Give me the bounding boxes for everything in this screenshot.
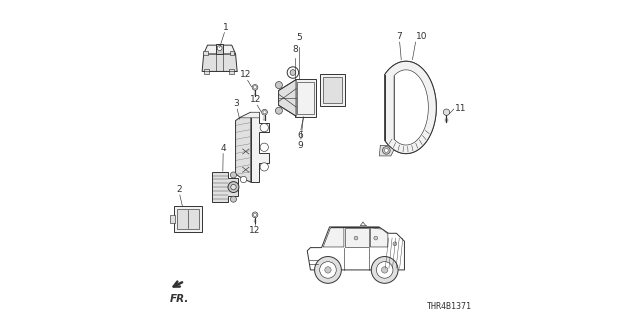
Text: 2: 2 <box>177 185 182 194</box>
FancyBboxPatch shape <box>216 44 223 54</box>
Circle shape <box>252 212 258 218</box>
Circle shape <box>230 196 237 202</box>
Text: THR4B1371: THR4B1371 <box>426 302 471 311</box>
Polygon shape <box>323 228 344 247</box>
Text: 8: 8 <box>292 44 298 53</box>
Polygon shape <box>236 112 251 182</box>
Circle shape <box>320 262 336 278</box>
Circle shape <box>262 109 268 115</box>
Text: 6: 6 <box>297 131 303 140</box>
Circle shape <box>383 147 390 154</box>
Text: 7: 7 <box>396 32 402 41</box>
Circle shape <box>385 148 388 152</box>
Text: 5: 5 <box>296 33 302 43</box>
Text: 10: 10 <box>416 32 428 41</box>
Circle shape <box>260 163 268 171</box>
Circle shape <box>381 267 388 273</box>
Circle shape <box>275 107 282 114</box>
Polygon shape <box>202 54 237 71</box>
Circle shape <box>217 46 222 51</box>
Text: 4: 4 <box>220 144 226 153</box>
FancyBboxPatch shape <box>170 215 175 223</box>
Polygon shape <box>380 145 394 156</box>
FancyBboxPatch shape <box>323 77 342 103</box>
FancyBboxPatch shape <box>298 82 314 114</box>
Polygon shape <box>212 172 239 202</box>
FancyBboxPatch shape <box>296 79 316 117</box>
Circle shape <box>253 86 257 89</box>
Circle shape <box>376 262 393 278</box>
Polygon shape <box>278 80 296 116</box>
Text: 12: 12 <box>250 95 261 104</box>
Circle shape <box>252 84 258 90</box>
Circle shape <box>374 236 378 240</box>
Text: FR.: FR. <box>170 294 189 304</box>
Polygon shape <box>239 112 259 118</box>
Text: 9: 9 <box>297 141 303 150</box>
Circle shape <box>231 184 236 190</box>
Circle shape <box>260 143 268 151</box>
Polygon shape <box>385 61 436 154</box>
Circle shape <box>354 236 358 240</box>
Circle shape <box>228 182 239 193</box>
Text: 12: 12 <box>241 70 252 79</box>
Polygon shape <box>251 112 269 182</box>
Circle shape <box>230 172 237 178</box>
Polygon shape <box>204 45 236 54</box>
Polygon shape <box>307 227 404 270</box>
Circle shape <box>287 67 299 78</box>
FancyBboxPatch shape <box>204 69 209 74</box>
Circle shape <box>275 82 282 89</box>
FancyBboxPatch shape <box>177 209 198 229</box>
FancyBboxPatch shape <box>320 74 344 106</box>
Text: 12: 12 <box>250 226 260 235</box>
Polygon shape <box>346 228 369 247</box>
Circle shape <box>444 109 450 116</box>
FancyBboxPatch shape <box>173 206 202 232</box>
Circle shape <box>260 124 268 132</box>
Polygon shape <box>371 228 388 247</box>
Circle shape <box>315 257 341 283</box>
Circle shape <box>241 176 246 183</box>
Circle shape <box>263 111 266 114</box>
PathPatch shape <box>385 61 436 154</box>
Text: 3: 3 <box>233 99 239 108</box>
Circle shape <box>324 267 331 273</box>
Text: 11: 11 <box>455 104 467 113</box>
Circle shape <box>371 257 398 283</box>
Polygon shape <box>394 70 428 145</box>
Circle shape <box>253 213 257 216</box>
FancyBboxPatch shape <box>203 51 207 55</box>
Circle shape <box>393 242 397 246</box>
FancyBboxPatch shape <box>229 69 234 74</box>
FancyBboxPatch shape <box>230 51 234 55</box>
Text: 1: 1 <box>223 23 229 32</box>
Circle shape <box>290 70 296 76</box>
